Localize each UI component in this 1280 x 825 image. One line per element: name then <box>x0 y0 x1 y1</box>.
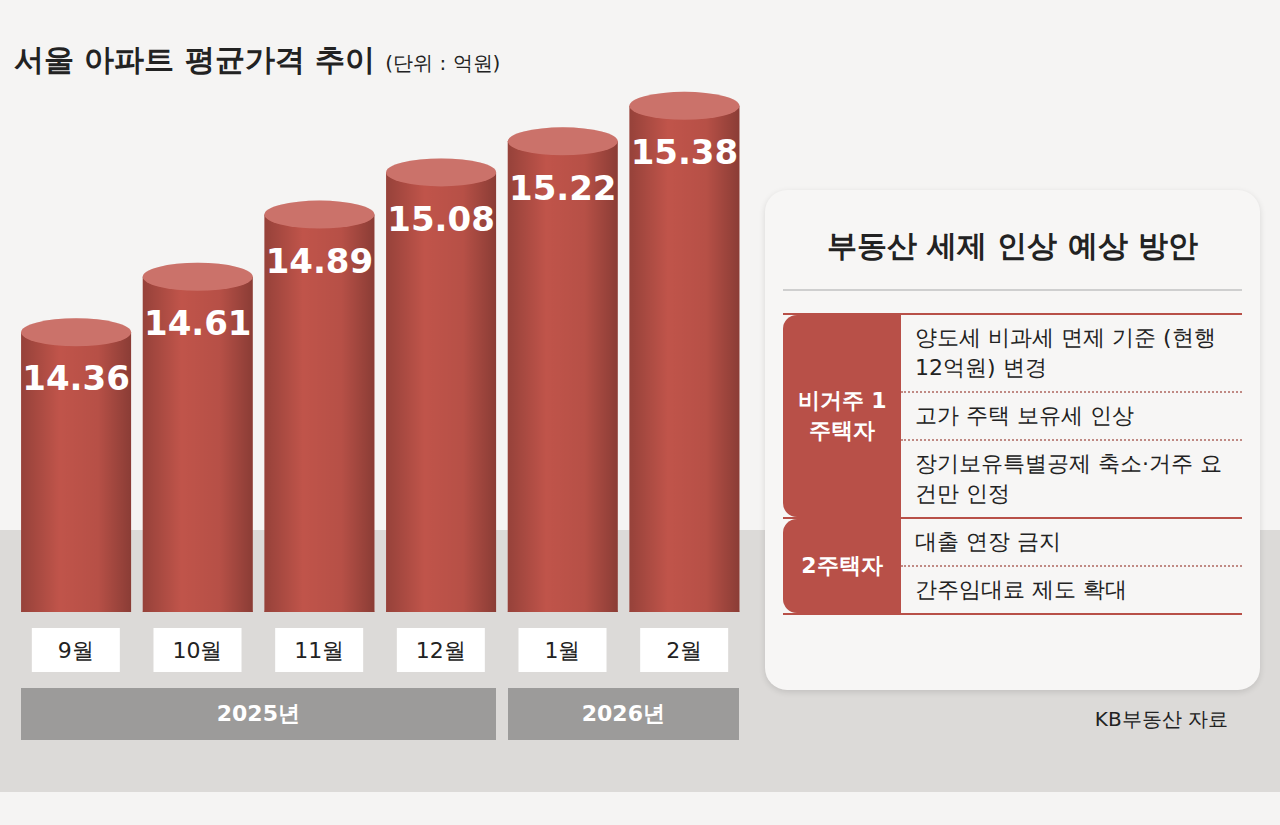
svg-text:2월: 2월 <box>666 638 702 663</box>
html-text:비거주 1주택자: 비거주 1주택자 <box>797 388 887 443</box>
svg-text:14.89: 14.89 <box>266 241 374 281</box>
svg-text:14.36: 14.36 <box>22 358 130 398</box>
svg-text:9월: 9월 <box>58 638 94 663</box>
html-text:양도세 비과세 면제 기준 (현행 12억원) 변경: 양도세 비과세 면제 기준 (현행 12억원) 변경 <box>915 325 1216 380</box>
svg-text:15.38: 15.38 <box>631 132 739 172</box>
svg-text:14.61: 14.61 <box>144 303 252 343</box>
svg-text:15.08: 15.08 <box>387 199 495 239</box>
html-text:간주임대료 제도 확대: 간주임대료 제도 확대 <box>915 577 1127 602</box>
html-text:장기보유특별공제 축소·거주 요건만 인정: 장기보유특별공제 축소·거주 요건만 인정 <box>915 451 1222 506</box>
svg-text:15.22: 15.22 <box>509 168 617 208</box>
html-text:2주택자: 2주택자 <box>801 553 883 578</box>
html-text:2026년: 2026년 <box>581 701 665 726</box>
html-text:KB부동산 자료: KB부동산 자료 <box>1094 707 1228 731</box>
svg-text:11월: 11월 <box>294 638 344 663</box>
html-text:부동산 세제 인상 예상 방안: 부동산 세제 인상 예상 방안 <box>826 228 1199 263</box>
svg-text:10월: 10월 <box>173 638 223 663</box>
html-text:고가 주택 보유세 인상: 고가 주택 보유세 인상 <box>915 403 1134 428</box>
svg-text:12월: 12월 <box>416 638 466 663</box>
html-text:서울 아파트 평균가격 추이 (단위 : 억원): 서울 아파트 평균가격 추이 (단위 : 억원) <box>14 42 501 77</box>
svg-text:1월: 1월 <box>545 638 581 663</box>
html-text:2025년: 2025년 <box>216 701 300 726</box>
html-text:대출 연장 금지: 대출 연장 금지 <box>915 529 1061 554</box>
